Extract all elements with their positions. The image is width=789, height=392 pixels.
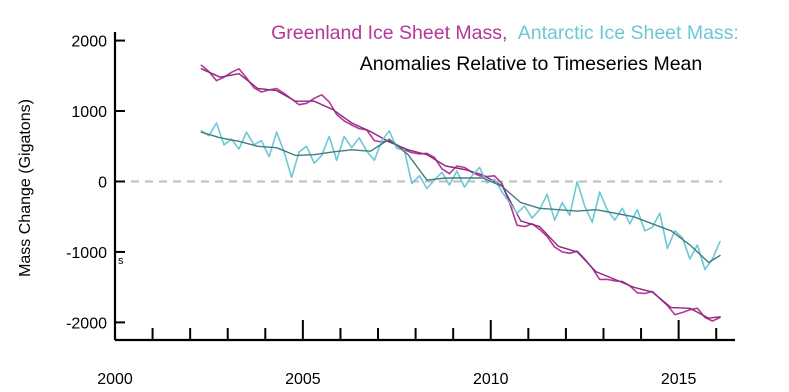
y-tick-label: 0 [98, 174, 107, 191]
chart-subtitle: Anomalies Relative to Timeseries Mean [360, 53, 702, 75]
x-tick-label: 2005 [285, 371, 321, 388]
chart-title: Greenland Ice Sheet Mass, Antarctic Ice … [271, 22, 739, 44]
series-line-antarctic-raw [200, 122, 721, 271]
title-greenland: Greenland Ice Sheet Mass, [271, 22, 507, 44]
y-tick-label: -2000 [66, 315, 107, 332]
stray-mark: s [118, 255, 124, 267]
series-line-greenland-smooth [200, 68, 721, 319]
y-axis-label: Mass Change (Gigatons) [17, 99, 34, 277]
x-tick-label: 2000 [97, 371, 133, 388]
y-tick-label: 2000 [71, 34, 107, 51]
y-tick-label: 1000 [71, 104, 107, 121]
x-tick-label: 2010 [473, 371, 509, 388]
series-line-greenland-raw [200, 64, 721, 322]
y-tick-label: -1000 [66, 245, 107, 262]
series-line-antarctic-smooth [200, 131, 721, 264]
x-tick-label: 2015 [661, 371, 697, 388]
title-antarctic: Antarctic Ice Sheet Mass: [518, 22, 739, 44]
